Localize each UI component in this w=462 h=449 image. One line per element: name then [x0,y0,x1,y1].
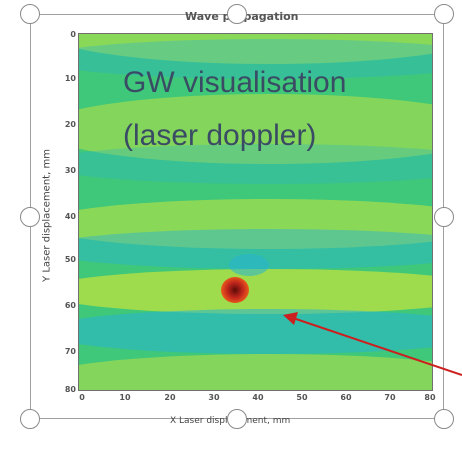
wave-field-plot [78,33,433,391]
x-tick: 0 [79,393,85,402]
wave-source [221,277,249,303]
x-tick: 80 [424,393,436,402]
resize-handle-icon[interactable] [20,4,40,24]
x-tick: 50 [296,393,308,402]
y-tick: 40 [64,212,76,221]
y-tick: 50 [64,255,76,264]
overlay-title-line1: GW visualisation [123,66,347,99]
resize-handle-icon[interactable] [434,207,454,227]
y-tick: 0 [70,30,76,39]
y-tick: 70 [64,347,76,356]
resize-handle-icon[interactable] [20,207,40,227]
overlay-title-line2: (laser doppler) [123,119,317,152]
resize-handle-icon[interactable] [227,409,247,429]
y-tick: 10 [64,74,76,83]
y-tick: 80 [64,385,76,394]
x-tick: 40 [252,393,264,402]
y-tick: 20 [64,120,76,129]
x-tick: 70 [384,393,396,402]
resize-handle-icon[interactable] [20,409,40,429]
x-tick: 60 [340,393,352,402]
resize-handle-icon[interactable] [227,4,247,24]
resize-handle-icon[interactable] [434,4,454,24]
resize-handle-icon[interactable] [434,409,454,429]
x-tick: 30 [208,393,220,402]
y-tick: 60 [64,301,76,310]
x-tick: 20 [164,393,176,402]
x-tick: 10 [119,393,131,402]
y-tick: 30 [64,166,76,175]
